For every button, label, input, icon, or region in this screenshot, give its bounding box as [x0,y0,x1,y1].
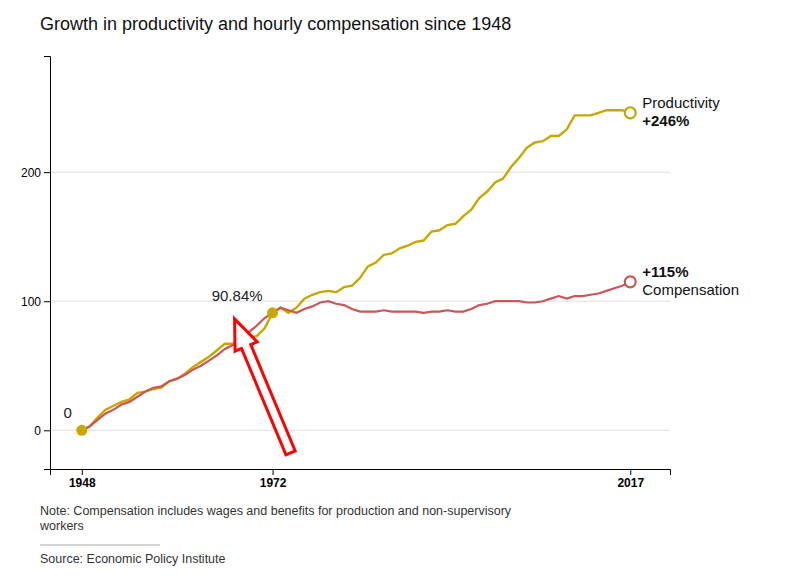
x-tick-label: 2017 [617,476,644,490]
x-axis-line [51,470,671,476]
x-axis: 1948 1972 2017 [51,469,671,490]
chart: 1948 1972 2017 0 100 200 0 90.84% Productivity+2… [0,0,800,581]
end-label: Productivity [642,94,720,111]
arrow [235,319,296,455]
y-axis-line [44,57,51,470]
x-tick: 1972 [260,469,287,490]
y-axis: 0 100 200 [21,57,51,470]
source: Source: Economic Policy Institute [40,552,226,566]
x-tick-label: 1948 [69,476,96,490]
y-tick-mark [44,301,50,302]
annotation: 0 [63,404,71,421]
x-tick-mark [82,469,83,475]
grid-line [50,430,670,431]
x-tick: 1948 [69,469,96,490]
annotations: 0 90.84% Productivity+246% +115%Compensatio… [63,94,739,422]
highlight-point [267,307,278,318]
data-marks [76,107,635,435]
end-label: Compensation [642,281,739,298]
y-tick-mark [44,430,50,431]
note: Note: Compensation includes wages and be… [39,504,512,533]
grid-line [50,301,670,302]
y-tick: 200 [21,165,50,179]
plot: 1948 1972 2017 0 100 200 0 90.84% Productivity+2… [21,57,739,490]
note-line: workers [39,519,84,533]
end-label: +246% [642,112,689,129]
annotation: 90.84% [212,287,263,304]
highlight-point [76,425,87,436]
y-tick-label: 0 [34,424,41,438]
grid-line [50,172,670,173]
title: Growth in productivity and hourly compen… [40,14,511,34]
y-tick-mark [44,172,50,173]
y-tick: 0 [34,424,50,438]
end-label: +115% [642,263,688,280]
end-point [625,107,636,118]
x-tick-label: 1972 [260,476,287,490]
x-tick-mark [273,469,274,475]
y-tick-label: 100 [21,295,41,309]
end-point [625,276,636,287]
series-line [82,282,630,430]
y-tick-label: 200 [21,165,41,179]
x-tick: 2017 [617,469,644,490]
series-line [82,110,630,430]
divider [40,545,160,546]
note-line: Note: Compensation includes wages and be… [40,504,512,518]
x-tick-mark [630,469,631,475]
y-tick: 100 [21,295,50,309]
